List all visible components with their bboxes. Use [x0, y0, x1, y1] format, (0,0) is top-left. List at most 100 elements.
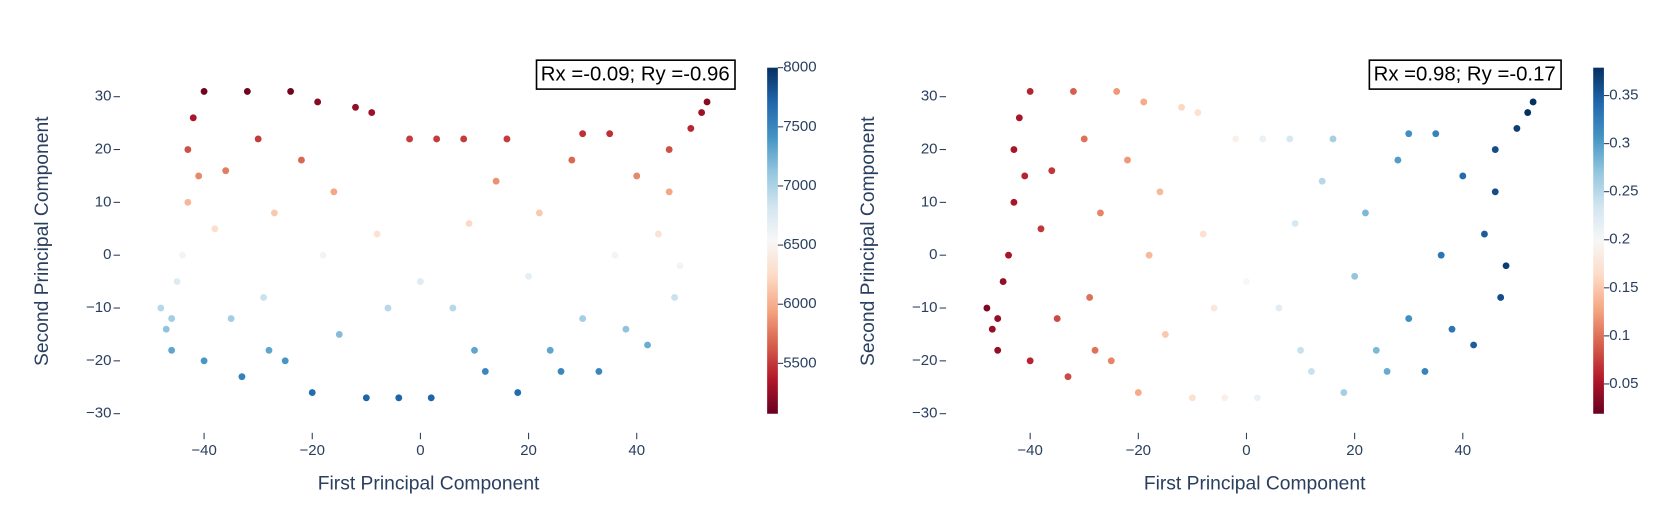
point [1286, 135, 1294, 143]
point [994, 346, 1002, 354]
point [1448, 325, 1456, 333]
point [1140, 98, 1148, 106]
point [994, 315, 1002, 323]
point [1015, 114, 1023, 122]
point [1010, 146, 1018, 153]
point [1021, 172, 1029, 180]
point [1026, 87, 1034, 95]
x-tick-label: 0 [1242, 442, 1250, 459]
point [1318, 177, 1326, 185]
point [579, 315, 587, 323]
point [1134, 389, 1142, 396]
point [1005, 251, 1012, 259]
colorbar-tick-label: 0.15 [1609, 279, 1638, 296]
point [1362, 209, 1369, 217]
point [1307, 367, 1315, 375]
x-tick-label: 20 [520, 442, 537, 459]
point [222, 167, 230, 175]
colorbar [767, 67, 778, 414]
point [1502, 262, 1510, 270]
colorbar-tick-label: 7500 [783, 118, 816, 135]
point [1329, 135, 1337, 143]
point [157, 304, 165, 312]
point [173, 278, 181, 286]
point [395, 394, 403, 402]
x-axis-title: First Principal Component [318, 474, 540, 495]
point [1232, 135, 1240, 143]
x-tick-label: −20 [300, 442, 325, 459]
point [1421, 367, 1429, 375]
y-tick-label: 0 [929, 246, 937, 263]
point [168, 315, 176, 323]
point [1097, 209, 1104, 217]
colorbar-tick-label: 0.2 [1609, 231, 1630, 248]
point [1481, 230, 1488, 238]
y-tick-label: 30 [921, 88, 938, 105]
y-tick-label: −30 [86, 405, 111, 422]
point [460, 135, 468, 143]
annotation-text: Rx =0.98; Ry =-0.17 [1374, 64, 1556, 86]
colorbar-tick-label: 6500 [783, 236, 816, 253]
point [1194, 109, 1202, 116]
point [211, 225, 219, 233]
y-tick-label: 20 [95, 140, 112, 157]
point [481, 367, 489, 375]
point [287, 87, 295, 95]
point [373, 230, 381, 238]
point [330, 188, 338, 196]
point [579, 130, 587, 138]
point [200, 357, 208, 365]
y-tick-label: 10 [921, 193, 938, 210]
point [1491, 188, 1499, 196]
point [184, 198, 192, 206]
point [1513, 124, 1521, 132]
point [546, 346, 554, 354]
point [665, 188, 673, 196]
point [189, 114, 197, 122]
point [195, 172, 203, 180]
point [983, 304, 991, 312]
point [1243, 278, 1250, 286]
point [200, 87, 208, 95]
point [1145, 251, 1153, 259]
point [1161, 331, 1169, 338]
point [1178, 103, 1186, 111]
point [179, 251, 186, 259]
point [260, 294, 267, 301]
colorbar-tick-label: 0.3 [1609, 135, 1630, 152]
colorbar [1593, 67, 1604, 414]
point [362, 394, 370, 402]
point [1037, 225, 1045, 233]
point [1069, 87, 1077, 95]
point [1432, 130, 1440, 138]
point [1064, 373, 1072, 381]
point [1253, 394, 1261, 402]
point [416, 278, 424, 286]
point [999, 278, 1007, 286]
point [654, 230, 662, 238]
point [514, 389, 522, 396]
colorbar-tick-label: 0.25 [1609, 183, 1638, 200]
point [314, 98, 322, 106]
point [1405, 130, 1413, 138]
point [1210, 304, 1218, 312]
colorbar-tick-label: 0.05 [1609, 375, 1638, 392]
point [335, 331, 343, 338]
point [1470, 341, 1478, 349]
y-tick-label: 10 [95, 193, 112, 210]
point [270, 209, 278, 217]
point [568, 156, 576, 164]
point [1372, 346, 1380, 354]
point [184, 146, 192, 153]
point [1048, 167, 1056, 175]
point [427, 394, 435, 402]
point [368, 109, 376, 116]
point [687, 124, 695, 132]
point [1259, 135, 1267, 143]
x-tick-label: 40 [1454, 442, 1471, 459]
point [503, 135, 511, 143]
colorbar-tick-label: 6000 [783, 295, 816, 312]
point [449, 304, 457, 312]
point [1010, 198, 1018, 206]
